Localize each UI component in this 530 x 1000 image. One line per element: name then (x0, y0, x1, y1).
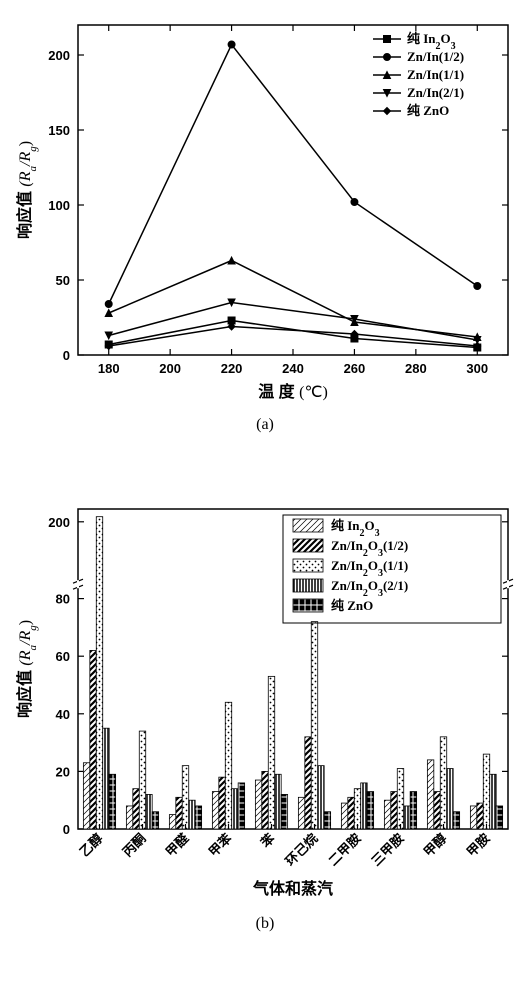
svg-text:280: 280 (405, 361, 427, 376)
svg-text:40: 40 (55, 707, 69, 722)
svg-text:Zn/In(1/1): Zn/In(1/1) (407, 67, 464, 82)
svg-text:纯 In2O3: 纯 In2O3 (331, 518, 380, 539)
svg-text:100: 100 (48, 198, 70, 213)
svg-text:300: 300 (466, 361, 488, 376)
svg-text:丙酮: 丙酮 (119, 831, 148, 860)
svg-text:Zn/In2O3(1/1): Zn/In2O3(1/1) (331, 558, 408, 579)
svg-text:60: 60 (55, 649, 69, 664)
svg-text:150: 150 (48, 123, 70, 138)
svg-text:响应值 (Ra/Rg): 响应值 (Ra/Rg) (15, 141, 39, 239)
svg-text:200: 200 (48, 515, 70, 530)
svg-text:0: 0 (62, 822, 69, 837)
svg-text:20: 20 (55, 764, 69, 779)
svg-text:Zn/In2O3(2/1): Zn/In2O3(2/1) (331, 578, 408, 599)
svg-text:甲醇: 甲醇 (420, 831, 449, 860)
svg-text:环己烷: 环己烷 (282, 831, 320, 869)
svg-text:纯 ZnO: 纯 ZnO (407, 103, 449, 118)
svg-text:温 度 (℃): 温 度 (℃) (257, 382, 328, 401)
svg-text:200: 200 (48, 48, 70, 63)
svg-text:甲胺: 甲胺 (463, 831, 492, 860)
svg-text:Zn/In(2/1): Zn/In(2/1) (407, 85, 464, 100)
svg-text:220: 220 (220, 361, 242, 376)
svg-text:三甲胺: 三甲胺 (368, 831, 406, 869)
chart-a-svg: 180 200 220 240 260 280 300 0 50 100 150 200 温 度 (℃)… (8, 10, 523, 410)
chart-b-label: (b) (256, 915, 275, 933)
chart-a-label: (a) (256, 416, 274, 434)
svg-text:纯 ZnO: 纯 ZnO (331, 598, 373, 613)
svg-text:240: 240 (282, 361, 304, 376)
svg-text:80: 80 (55, 592, 69, 607)
svg-text:二甲胺: 二甲胺 (325, 831, 363, 869)
svg-text:200: 200 (159, 361, 181, 376)
svg-text:Zn/In2O3(1/2): Zn/In2O3(1/2) (331, 538, 408, 559)
chart-b-svg: 0 20 40 60 80 200 乙醇丙酮甲醛甲苯 苯环己烷二甲胺三甲胺甲醇甲胺气体和蒸汽 响… (8, 494, 523, 909)
svg-text:响应值 (Ra/Rg): 响应值 (Ra/Rg) (15, 620, 39, 718)
svg-text:260: 260 (343, 361, 365, 376)
svg-text:乙醇: 乙醇 (76, 831, 105, 860)
svg-text:苯: 苯 (257, 830, 278, 851)
svg-text:甲醛: 甲醛 (162, 830, 192, 860)
svg-text:甲苯: 甲苯 (205, 830, 235, 860)
svg-text:Zn/In(1/2): Zn/In(1/2) (407, 49, 464, 64)
svg-text:0: 0 (62, 348, 69, 363)
panel-b: 0 20 40 60 80 200 乙醇丙酮甲醛甲苯 苯环己烷二甲胺三甲胺甲醇甲胺气体和蒸汽 响… (0, 494, 530, 933)
svg-text:50: 50 (55, 273, 69, 288)
svg-text:气体和蒸汽: 气体和蒸汽 (251, 879, 332, 898)
panel-a: 180 200 220 240 260 280 300 0 50 100 150 200 温 度 (℃)… (0, 10, 530, 434)
svg-text:180: 180 (97, 361, 119, 376)
